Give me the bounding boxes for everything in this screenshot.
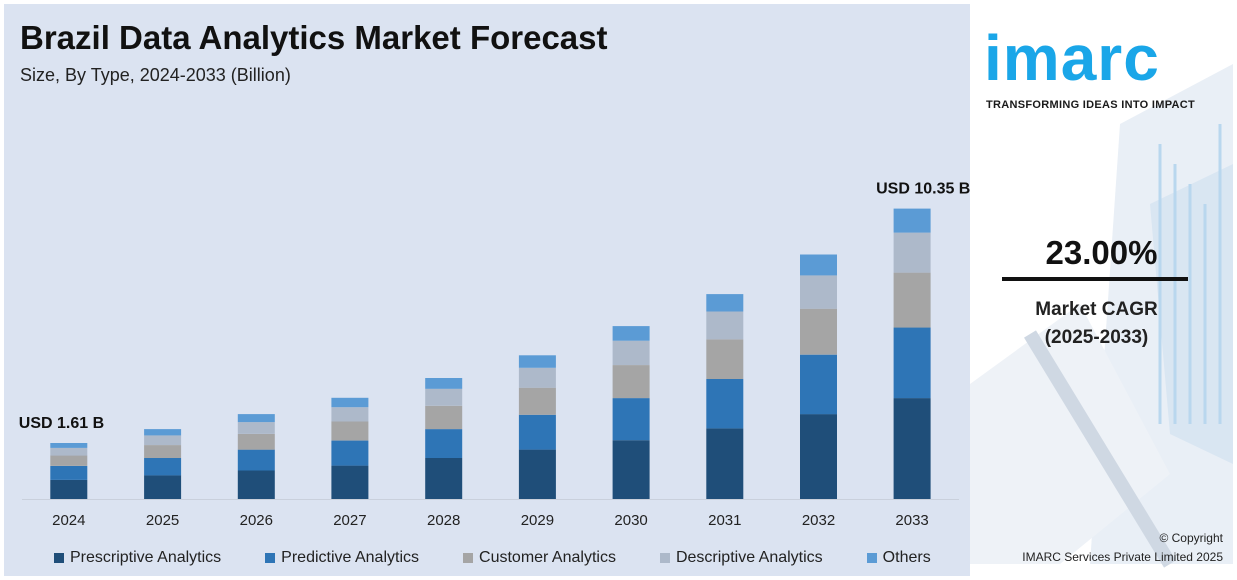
legend-swatch: [659, 553, 670, 563]
bar-2025-series-3: [144, 435, 182, 445]
copyright-text: © Copyright: [1159, 531, 1223, 545]
background-analytics-graphic: [970, 64, 1233, 568]
bar-2025-series-4: [144, 429, 182, 436]
bar-2030-series-1: [612, 398, 650, 441]
cagr-label: Market CAGR (2025-2033): [970, 296, 1223, 352]
copyright-block: © Copyright IMARC Services Private Limit…: [970, 529, 1223, 567]
x-tick-label-2031: 2031: [708, 512, 741, 529]
x-tick-label-2030: 2030: [614, 512, 647, 529]
chart-panel: Brazil Data Analytics Market Forecast Si…: [4, 4, 970, 576]
cagr-label-line1: Market CAGR: [1035, 299, 1158, 320]
bar-2033-series-0: [893, 398, 931, 499]
x-tick-label-2025: 2025: [146, 512, 179, 529]
bar-2031-series-0: [706, 428, 744, 499]
bar-2033-series-2: [893, 272, 931, 328]
legend-swatch: [463, 553, 474, 563]
legend-item-2: Customer Analytics: [463, 549, 616, 567]
legend-label: Descriptive Analytics: [675, 549, 823, 566]
bar-2027-series-0: [331, 465, 369, 499]
x-tick-label-2029: 2029: [521, 512, 554, 529]
bar-2029-series-4: [518, 355, 556, 368]
cagr-value: 23.00%: [1045, 234, 1158, 271]
company-name: IMARC Services Private Limited 2025: [1022, 550, 1223, 564]
bar-2032-series-0: [800, 414, 837, 499]
bar-2026-series-0: [237, 470, 275, 499]
bar-2030-series-2: [612, 365, 650, 399]
chart-subtitle: Size, By Type, 2024-2033 (Billion): [20, 65, 291, 85]
bar-2031-series-2: [706, 339, 744, 379]
legend-swatch: [54, 553, 64, 563]
bar-2028-series-2: [425, 405, 463, 430]
bar-2030-series-4: [612, 326, 650, 341]
imarc-logo: imarc: [984, 22, 1160, 94]
bar-2026-series-4: [237, 414, 275, 423]
bar-2025-series-0: [144, 475, 182, 499]
bar-2024-series-2: [50, 455, 88, 466]
bar-2032-series-3: [800, 275, 837, 309]
legend-label: Others: [882, 549, 931, 566]
legend-swatch: [866, 553, 877, 563]
bar-2031-series-1: [706, 379, 744, 429]
bar-2031-series-4: [706, 294, 744, 312]
x-tick-label-2033: 2033: [895, 512, 928, 529]
bar-2033-series-4: [893, 208, 931, 233]
chart-legend: Prescriptive Analytics Predictive Analyti…: [54, 549, 975, 567]
bar-2027-series-4: [331, 397, 369, 408]
x-tick-label-2024: 2024: [52, 512, 85, 529]
bar-2024-series-0: [50, 479, 88, 499]
x-tick-label-2032: 2032: [802, 512, 835, 529]
bar-2029-series-0: [518, 449, 556, 499]
legend-swatch: [265, 553, 276, 563]
legend-item-3: Descriptive Analytics: [659, 549, 823, 567]
bar-2028-series-0: [425, 458, 463, 499]
bar-2027-series-2: [331, 421, 369, 441]
bar-2026-series-1: [237, 449, 275, 471]
bar-2024-series-4: [50, 443, 88, 448]
x-tick-label-2027: 2027: [333, 512, 366, 529]
bar-2027-series-3: [331, 407, 369, 422]
bar-2032-series-4: [800, 254, 837, 276]
bar-2033-series-3: [893, 232, 931, 273]
cagr-label-line2: (2025-2033): [1044, 327, 1149, 348]
legend-label: Predictive Analytics: [281, 549, 420, 566]
bar-2024-series-3: [50, 447, 88, 456]
bar-2029-series-3: [518, 367, 556, 388]
bar-2032-series-1: [800, 354, 837, 415]
x-tick-label-2026: 2026: [240, 512, 273, 529]
bar-2028-series-3: [425, 388, 463, 406]
bar-2031-series-3: [706, 311, 744, 340]
legend-item-4: Others: [866, 549, 931, 567]
bar-2025-series-1: [144, 458, 182, 476]
legend-label: Prescriptive Analytics: [70, 549, 222, 566]
bar-2033-series-1: [893, 327, 931, 399]
bar-2028-series-4: [425, 378, 463, 389]
bar-2029-series-1: [518, 414, 556, 450]
stacked-bar-chart: 2024 USD 1.61 B 2025 2026 2027 2028 2029 2030 20…: [19, 181, 970, 529]
bar-2025-series-2: [144, 445, 182, 458]
x-tick-label-2028: 2028: [427, 512, 460, 529]
cagr-divider: [1002, 277, 1188, 281]
bar-2024-series-1: [50, 466, 88, 480]
bar-2026-series-2: [237, 434, 275, 450]
callout-2033: USD 10.35 B: [876, 181, 970, 198]
legend-item-1: Predictive Analytics: [265, 549, 419, 567]
bar-2027-series-1: [331, 440, 369, 466]
chart-title: Brazil Data Analytics Market Forecast: [20, 19, 608, 56]
bar-2030-series-3: [612, 340, 650, 365]
bar-2029-series-2: [518, 387, 556, 415]
logo-tagline: TRANSFORMING IDEAS INTO IMPACT: [986, 99, 1196, 111]
bar-2026-series-3: [237, 422, 275, 434]
side-panel: imarc TRANSFORMING IDEAS INTO IMPACT 23.…: [970, 4, 1233, 576]
bar-2030-series-0: [612, 440, 650, 499]
legend-item-0: Prescriptive Analytics: [54, 549, 221, 567]
bar-2028-series-1: [425, 429, 463, 458]
callout-2024: USD 1.61 B: [19, 415, 104, 432]
legend-label: Customer Analytics: [479, 549, 616, 566]
bar-2032-series-2: [800, 308, 837, 355]
